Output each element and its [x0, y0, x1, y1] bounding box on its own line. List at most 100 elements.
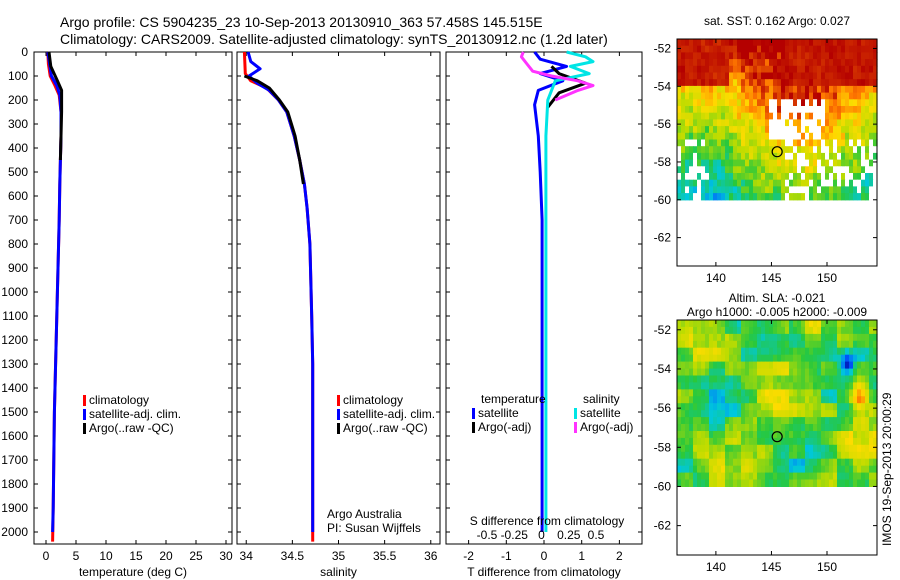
- heatmap-cell: [817, 146, 822, 154]
- heatmap-cell: [681, 340, 686, 349]
- heatmap-cell: [845, 85, 850, 94]
- heatmap-cell: [737, 166, 742, 174]
- heatmap-cell: [681, 368, 686, 377]
- heatmap-cell: [777, 320, 782, 328]
- heatmap-cell: [805, 347, 810, 356]
- heatmap-cell: [773, 382, 778, 390]
- heatmap-cell: [761, 159, 766, 167]
- heatmap-cell: [689, 424, 694, 432]
- heatmap-cell: [729, 72, 734, 80]
- heatmap-cell: [829, 152, 834, 161]
- heatmap-cell: [761, 126, 766, 134]
- heatmap-cell: [789, 424, 794, 432]
- heatmap-cell: [801, 437, 806, 446]
- heatmap-cell: [705, 382, 710, 390]
- heatmap-cell: [797, 39, 802, 47]
- map-lat-tick-label: -62: [654, 519, 672, 533]
- heatmap-cell: [857, 431, 862, 439]
- heatmap-cell: [813, 389, 818, 397]
- heatmap-cell: [853, 326, 858, 335]
- heatmap-cell: [697, 132, 702, 141]
- heatmap-cell: [737, 347, 742, 356]
- heatmap-cell: [737, 173, 742, 181]
- heatmap-cell: [865, 112, 870, 120]
- heatmap-cell: [773, 173, 778, 181]
- heatmap-cell: [737, 465, 742, 474]
- heatmap-cell: [849, 479, 854, 487]
- heatmap-cell: [817, 361, 822, 370]
- x-tick-label: 34.5: [281, 549, 305, 563]
- heatmap-cell: [825, 99, 830, 107]
- heatmap-cell: [805, 85, 810, 94]
- heatmap-cell: [801, 375, 806, 383]
- heatmap-cell: [717, 146, 722, 154]
- heatmap-cell: [761, 444, 766, 453]
- heatmap-cell: [701, 326, 706, 335]
- heatmap-cell: [741, 458, 746, 467]
- heatmap-cell: [785, 126, 790, 134]
- heatmap-cell: [693, 444, 698, 453]
- heatmap-cell: [753, 159, 758, 167]
- heatmap-cell: [833, 437, 838, 446]
- heatmap-cell: [741, 479, 746, 487]
- heatmap-cell: [825, 92, 830, 100]
- heatmap-cell: [697, 39, 702, 47]
- heatmap-cell: [753, 79, 758, 87]
- heatmap-cell: [845, 52, 850, 60]
- heatmap-cell: [833, 52, 838, 60]
- heatmap-cell: [737, 375, 742, 383]
- heatmap-cell: [681, 186, 686, 194]
- heatmap-cell: [789, 99, 794, 107]
- heatmap-cell: [829, 403, 834, 411]
- heatmap-cell: [857, 465, 862, 474]
- heatmap-cell: [761, 382, 766, 390]
- heatmap-cell: [865, 479, 870, 487]
- heatmap-cell: [753, 59, 758, 67]
- heatmap-cell: [761, 431, 766, 439]
- heatmap-cell: [701, 410, 706, 418]
- heatmap-cell: [717, 368, 722, 377]
- heatmap-cell: [685, 119, 690, 127]
- heatmap-cell: [697, 396, 702, 404]
- heatmap-cell: [825, 451, 830, 460]
- sla-map-heatmap-cells: [677, 320, 878, 487]
- heatmap-cell: [745, 72, 750, 80]
- heatmap-cell: [733, 146, 738, 154]
- heatmap-cell: [705, 65, 710, 74]
- heatmap-cell: [805, 92, 810, 100]
- heatmap-cell: [833, 65, 838, 74]
- heatmap-cell: [709, 326, 714, 335]
- heatmap-cell: [861, 458, 866, 467]
- heatmap-cell: [681, 403, 686, 411]
- heatmap-cell: [805, 431, 810, 439]
- heatmap-cell: [857, 126, 862, 134]
- heatmap-cell: [757, 99, 762, 107]
- legend-item-1: satellite-adj. clim.: [89, 407, 181, 421]
- heatmap-cell: [745, 444, 750, 453]
- heatmap-cell: [701, 431, 706, 439]
- heatmap-cell: [757, 85, 762, 94]
- heatmap-cell: [729, 333, 734, 342]
- heatmap-cell: [813, 52, 818, 60]
- heatmap-cell: [781, 465, 786, 474]
- heatmap-cell: [761, 410, 766, 418]
- heatmap-cell: [789, 340, 794, 349]
- heatmap-cell: [753, 458, 758, 467]
- heatmap-cell: [749, 347, 754, 356]
- heatmap-cell: [777, 354, 782, 363]
- heatmap-cell: [797, 146, 802, 154]
- heatmap-cell: [781, 112, 786, 120]
- heatmap-cell: [873, 85, 878, 94]
- heatmap-cell: [813, 320, 818, 328]
- heatmap-cell: [713, 132, 718, 141]
- heatmap-cell: [681, 112, 686, 120]
- heatmap-cell: [705, 52, 710, 60]
- heatmap-cell: [717, 65, 722, 74]
- heatmap-cell: [753, 354, 758, 363]
- heatmap-cell: [689, 45, 694, 53]
- heatmap-cell: [709, 65, 714, 74]
- heatmap-cell: [829, 52, 834, 60]
- heatmap-cell: [809, 403, 814, 411]
- heatmap-cell: [841, 186, 846, 194]
